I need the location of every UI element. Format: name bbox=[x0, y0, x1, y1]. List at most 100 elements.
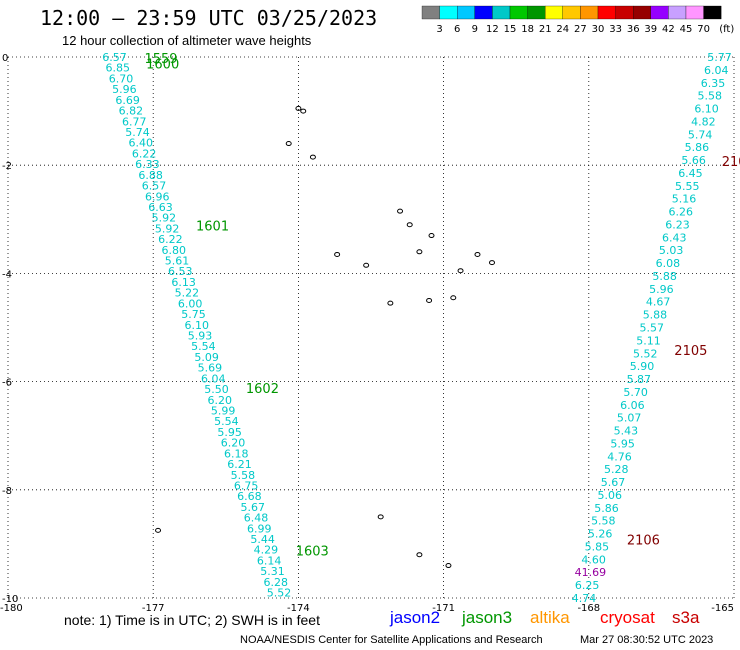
legend-s3a: s3a bbox=[672, 608, 700, 627]
wave-height-label: 6.43 bbox=[662, 231, 687, 244]
wave-height-label: 5.96 bbox=[112, 83, 137, 96]
wave-height-label: 6.22 bbox=[132, 147, 157, 160]
wave-height-label: 6.04 bbox=[704, 64, 729, 77]
wave-height-label: 5.74 bbox=[125, 126, 150, 139]
time-label: 1559 bbox=[144, 52, 177, 67]
legend-swatch bbox=[509, 5, 528, 20]
wave-height-label: 5.11 bbox=[636, 334, 661, 347]
legend-swatch bbox=[527, 5, 546, 20]
island-outline bbox=[300, 108, 307, 114]
wave-height-label: 6.75 bbox=[234, 479, 259, 492]
wave-height-label: 6.48 bbox=[244, 512, 269, 525]
legend-swatch bbox=[650, 5, 669, 20]
wave-height-label: 6.14 bbox=[257, 554, 282, 567]
legend-swatch bbox=[685, 5, 704, 20]
map-grid bbox=[7, 56, 735, 599]
legend-label: 30 bbox=[592, 24, 605, 35]
time-label: 210 bbox=[722, 155, 740, 170]
y-tick-label: -10 bbox=[2, 594, 18, 605]
legend-swatch bbox=[457, 5, 475, 20]
wave-height-label: 5.74 bbox=[688, 128, 713, 141]
wave-height-label: 5.07 bbox=[617, 412, 642, 425]
wave-height-label: 6.13 bbox=[171, 276, 196, 289]
wave-height-label: 6.45 bbox=[678, 167, 703, 180]
wave-height-label: 6.82 bbox=[119, 105, 144, 118]
island-outline bbox=[363, 262, 370, 268]
wave-height-label: 6.68 bbox=[237, 490, 262, 503]
wave-height-label: 5.66 bbox=[681, 154, 706, 167]
island-outline bbox=[416, 249, 423, 255]
wave-height-label: 5.93 bbox=[188, 330, 213, 343]
wave-height-label: 4.82 bbox=[691, 115, 716, 128]
wave-height-label: 5.99 bbox=[211, 404, 236, 417]
y-tick-label: -8 bbox=[2, 486, 12, 497]
legend-label: 36 bbox=[627, 24, 640, 35]
wave-height-label: 6.10 bbox=[185, 319, 210, 332]
footer-note: note: 1) Time is in UTC; 2) SWH is in fe… bbox=[64, 612, 320, 628]
legend-swatch bbox=[633, 5, 651, 20]
wave-height-label: 4.67 bbox=[646, 296, 671, 309]
legend-swatch bbox=[421, 5, 440, 20]
island-outline bbox=[450, 295, 457, 301]
wave-height-label: 6.06 bbox=[620, 399, 645, 412]
island-outline bbox=[397, 208, 404, 214]
islands-layer bbox=[155, 105, 495, 569]
x-tick-label: -180 bbox=[0, 603, 23, 614]
axis-labels: -180 -177 -174 -171 -168 -165 0 -2 -4 -6 -8 -10 bbox=[0, 53, 734, 614]
legend-swatch bbox=[492, 5, 511, 20]
legend-label: 6 bbox=[454, 24, 460, 35]
legend-swatch bbox=[615, 5, 634, 20]
wave-height-label: 5.95 bbox=[217, 426, 242, 439]
wave-height-label: 5.96 bbox=[649, 283, 674, 296]
legend-swatch bbox=[703, 5, 722, 20]
legend-swatch bbox=[597, 5, 616, 20]
wave-height-label: 5.55 bbox=[675, 180, 700, 193]
wave-height-label: 6.04 bbox=[201, 372, 226, 385]
y-tick-label: -6 bbox=[2, 378, 12, 389]
wave-height-label: 5.06 bbox=[598, 489, 623, 502]
wave-height-label: 5.58 bbox=[591, 515, 616, 528]
wave-height-label: 5.03 bbox=[659, 244, 684, 257]
wave-height-label: 6.77 bbox=[122, 115, 147, 128]
time-label: 1602 bbox=[246, 382, 279, 397]
wave-height-label: 5.92 bbox=[152, 212, 177, 225]
island-outline bbox=[155, 527, 162, 533]
wave-height-label: 6.33 bbox=[135, 158, 160, 171]
y-tick-label: -2 bbox=[2, 161, 12, 172]
legend-unit: (ft) bbox=[719, 24, 734, 35]
wave-height-label: 5.16 bbox=[672, 193, 697, 206]
legend-cryosat: cryosat bbox=[600, 608, 655, 627]
legend-label: 9 bbox=[472, 24, 478, 35]
time-label: 1600 bbox=[146, 57, 179, 72]
time-label: 1601 bbox=[196, 220, 229, 235]
wave-height-label: 6.18 bbox=[224, 447, 249, 460]
wave-height-label: 4.60 bbox=[581, 553, 606, 566]
legend-label: 3 bbox=[436, 24, 442, 35]
wave-height-label: 5.50 bbox=[204, 383, 229, 396]
wave-height-label: 6.26 bbox=[669, 206, 694, 219]
wave-height-label: 5.52 bbox=[267, 587, 292, 600]
legend-label: 45 bbox=[680, 24, 693, 35]
legend-swatch bbox=[668, 5, 687, 20]
legend-swatch bbox=[474, 5, 493, 20]
x-tick-label: -171 bbox=[432, 603, 455, 614]
wave-height-label: 5.67 bbox=[601, 476, 626, 489]
wave-height-label: 5.85 bbox=[585, 540, 610, 553]
legend-label: 39 bbox=[644, 24, 657, 35]
wave-height-label: 5.61 bbox=[165, 255, 190, 268]
color-legend: 3 6 9 12 15 18 21 24 27 30 33 36 39 42 45 70 (ft) bbox=[421, 5, 734, 35]
wave-height-label: 6.99 bbox=[247, 522, 272, 535]
wave-height-label: 6.25 bbox=[575, 579, 600, 592]
legend-jason2: jason2 bbox=[390, 608, 441, 627]
legend-swatch bbox=[562, 5, 581, 20]
wave-height-label: 6.70 bbox=[109, 72, 134, 85]
wave-height-label: 6.40 bbox=[129, 137, 154, 150]
wave-height-label: 6.10 bbox=[694, 103, 719, 116]
wave-height-label: 5.43 bbox=[614, 425, 639, 438]
wave-height-label: 41.69 bbox=[575, 566, 607, 579]
legend-label: 42 bbox=[662, 24, 675, 35]
wave-height-label: 5.86 bbox=[685, 141, 710, 154]
legend-label: 70 bbox=[697, 24, 710, 35]
legend-label: 33 bbox=[609, 24, 622, 35]
